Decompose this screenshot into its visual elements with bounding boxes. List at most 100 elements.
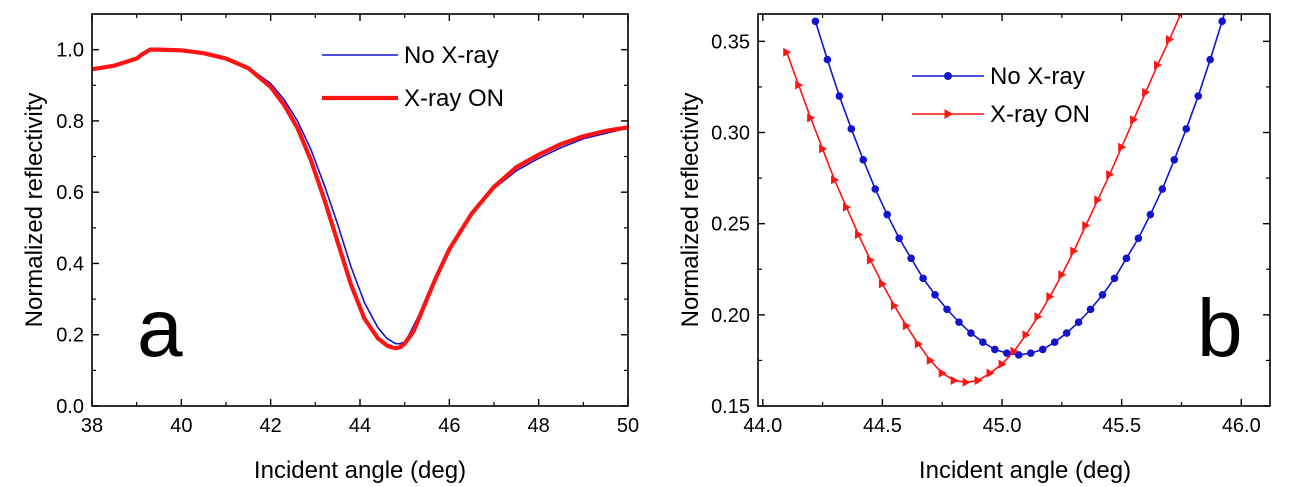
data-point: [1034, 312, 1043, 322]
data-point: [1086, 305, 1095, 314]
data-point: [998, 359, 1007, 369]
data-point: [1022, 330, 1031, 340]
data-point: [943, 305, 951, 314]
data-point: [1038, 345, 1047, 354]
data-point: [974, 375, 983, 385]
data-point: [1170, 156, 1179, 164]
y-tick-label: 0.15: [711, 396, 750, 418]
data-point: [1026, 349, 1035, 357]
data-point: [895, 234, 903, 243]
x-tick-label: 42: [260, 415, 282, 437]
data-point: [1146, 210, 1155, 219]
y-tick-label: 0.0: [56, 396, 84, 418]
data-point: [986, 368, 995, 378]
data-point: [1010, 346, 1019, 356]
x-tick-label: 44.5: [863, 415, 902, 437]
legend-label: No X-ray: [990, 63, 1085, 90]
data-point: [955, 318, 963, 326]
data-point: [902, 321, 911, 331]
data-point: [1134, 234, 1143, 243]
x-tick-label: 50: [617, 415, 639, 437]
series-line-1: [92, 47, 628, 351]
legend-label: X-ray ON: [990, 101, 1090, 128]
data-point: [1003, 349, 1011, 357]
panel-a: 38 40 42 44 46 48 50 0.0 0.2 0.4 0.6 0.8 1.0 Incident…: [21, 13, 639, 484]
data-point: [807, 113, 816, 123]
data-point: [847, 125, 856, 133]
y-tick-label: 1.0: [56, 40, 84, 62]
data-point: [907, 254, 915, 263]
data-point: [967, 329, 975, 337]
legend-marker: [944, 72, 952, 80]
y-tick-label: 0.8: [56, 111, 84, 133]
y-axis-title: Normalized reflectivity: [21, 93, 48, 328]
data-point: [823, 55, 832, 64]
x-tick-label: 40: [170, 415, 192, 437]
plot-area: [92, 47, 628, 351]
data-point: [831, 175, 840, 185]
data-point: [919, 274, 927, 283]
data-point: [883, 210, 891, 219]
panel-b: 44.0 44.5 45.0 45.5 46.0 0.15 0.20 0.25 0.30 0.35…: [677, 13, 1271, 484]
data-point: [1050, 338, 1059, 346]
data-point: [1014, 351, 1023, 359]
data-point: [914, 339, 923, 349]
data-point: [783, 47, 792, 57]
data-point: [1122, 254, 1131, 263]
data-point: [1142, 87, 1151, 97]
data-point: [950, 375, 959, 385]
legend-label: No X-ray: [404, 42, 499, 69]
data-point: [1118, 142, 1127, 152]
x-tick-label: 45.0: [983, 415, 1022, 437]
data-point: [1110, 274, 1119, 283]
data-point: [1206, 55, 1214, 64]
legend: No X-ray X-ray ON: [322, 42, 504, 112]
data-point: [979, 338, 987, 346]
data-point: [871, 185, 880, 193]
y-tick-label: 0.20: [711, 305, 750, 327]
data-point: [1194, 92, 1203, 100]
x-tick-label: 44.0: [743, 415, 782, 437]
data-point: [991, 345, 999, 354]
data-point: [1070, 246, 1079, 256]
y-tick-label: 0.4: [56, 253, 84, 275]
y-tick-label: 0.2: [56, 325, 84, 347]
data-point: [931, 290, 939, 299]
data-point: [859, 156, 868, 164]
x-tick-label: 45.5: [1102, 415, 1141, 437]
data-point: [854, 230, 863, 240]
data-point: [1046, 292, 1055, 302]
data-point: [962, 377, 971, 387]
y-tick-label: 0.6: [56, 182, 84, 204]
data-point: [1058, 270, 1067, 280]
data-point: [1106, 169, 1115, 179]
plot-area: [783, 14, 1226, 387]
series-line-0: [814, 14, 1226, 356]
data-point: [819, 144, 828, 154]
data-point: [1074, 318, 1083, 326]
data-point: [811, 17, 820, 26]
data-point: [866, 255, 875, 265]
y-tick-label: 0.35: [711, 31, 750, 53]
x-tick-label: 44: [349, 415, 371, 437]
data-point: [1130, 115, 1139, 125]
y-tick-label: 0.25: [711, 214, 750, 236]
data-point: [835, 92, 844, 100]
data-point: [1062, 329, 1071, 337]
x-tick-label: 46.0: [1222, 415, 1261, 437]
x-axis-title: Incident angle (deg): [254, 457, 466, 484]
data-point: [1218, 17, 1226, 26]
data-point: [1158, 185, 1167, 193]
legend-label: X-ray ON: [404, 85, 504, 112]
data-point: [938, 368, 947, 378]
y-tick-label: 0.30: [711, 123, 750, 145]
data-point: [1154, 60, 1163, 70]
data-point: [1098, 290, 1107, 299]
data-point: [843, 202, 852, 212]
data-point: [795, 80, 804, 90]
panel-letter: a: [137, 283, 183, 374]
x-tick-label: 38: [81, 415, 103, 437]
panel-letter: b: [1197, 283, 1243, 374]
series-line-1: [785, 14, 1182, 384]
